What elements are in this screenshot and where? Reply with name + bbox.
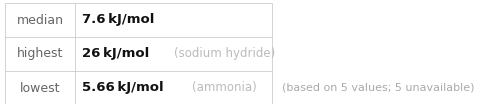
Text: 5.66 kJ/mol: 5.66 kJ/mol xyxy=(82,82,163,95)
Text: highest: highest xyxy=(17,48,63,61)
Text: lowest: lowest xyxy=(20,82,60,95)
Text: median: median xyxy=(16,14,63,27)
Text: 26 kJ/mol: 26 kJ/mol xyxy=(82,48,149,61)
Text: (sodium hydride): (sodium hydride) xyxy=(173,48,275,61)
Bar xyxy=(5,3,271,104)
Text: (ammonia): (ammonia) xyxy=(192,82,256,95)
Text: 7.6 kJ/mol: 7.6 kJ/mol xyxy=(82,14,154,27)
Text: (based on 5 values; 5 unavailable): (based on 5 values; 5 unavailable) xyxy=(281,83,473,93)
